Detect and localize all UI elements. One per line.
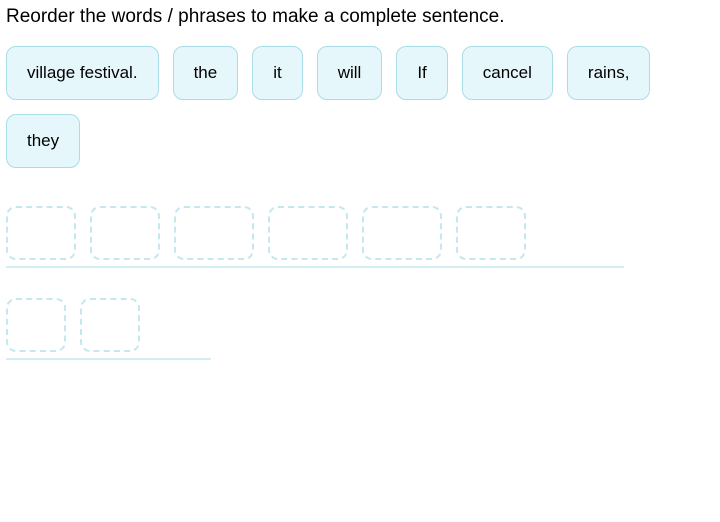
drop-slot-0-3[interactable]: [268, 206, 348, 260]
drop-slot-0-1[interactable]: [90, 206, 160, 260]
word-tile-6[interactable]: rains,: [567, 46, 651, 100]
word-tile-0[interactable]: village festival.: [6, 46, 159, 100]
word-tile-5[interactable]: cancel: [462, 46, 553, 100]
drop-slot-0-5[interactable]: [456, 206, 526, 260]
answer-underline-1: [6, 358, 211, 360]
drop-row-0: [6, 206, 714, 260]
drop-slot-1-1[interactable]: [80, 298, 140, 352]
instruction-text: Reorder the words / phrases to make a co…: [6, 6, 714, 28]
word-tile-2[interactable]: it: [252, 46, 303, 100]
drop-slot-0-4[interactable]: [362, 206, 442, 260]
answer-underline-0: [6, 266, 624, 268]
drop-slot-1-0[interactable]: [6, 298, 66, 352]
drop-slot-0-0[interactable]: [6, 206, 76, 260]
word-tile-4[interactable]: If: [396, 46, 447, 100]
word-tile-1[interactable]: the: [173, 46, 239, 100]
word-tile-7[interactable]: they: [6, 114, 80, 168]
drop-area: [6, 206, 714, 360]
word-tile-row: village festival. theitwillIf cancel rains,…: [6, 46, 714, 168]
drop-slot-0-2[interactable]: [174, 206, 254, 260]
drop-row-1: [6, 298, 714, 352]
word-tile-3[interactable]: will: [317, 46, 383, 100]
